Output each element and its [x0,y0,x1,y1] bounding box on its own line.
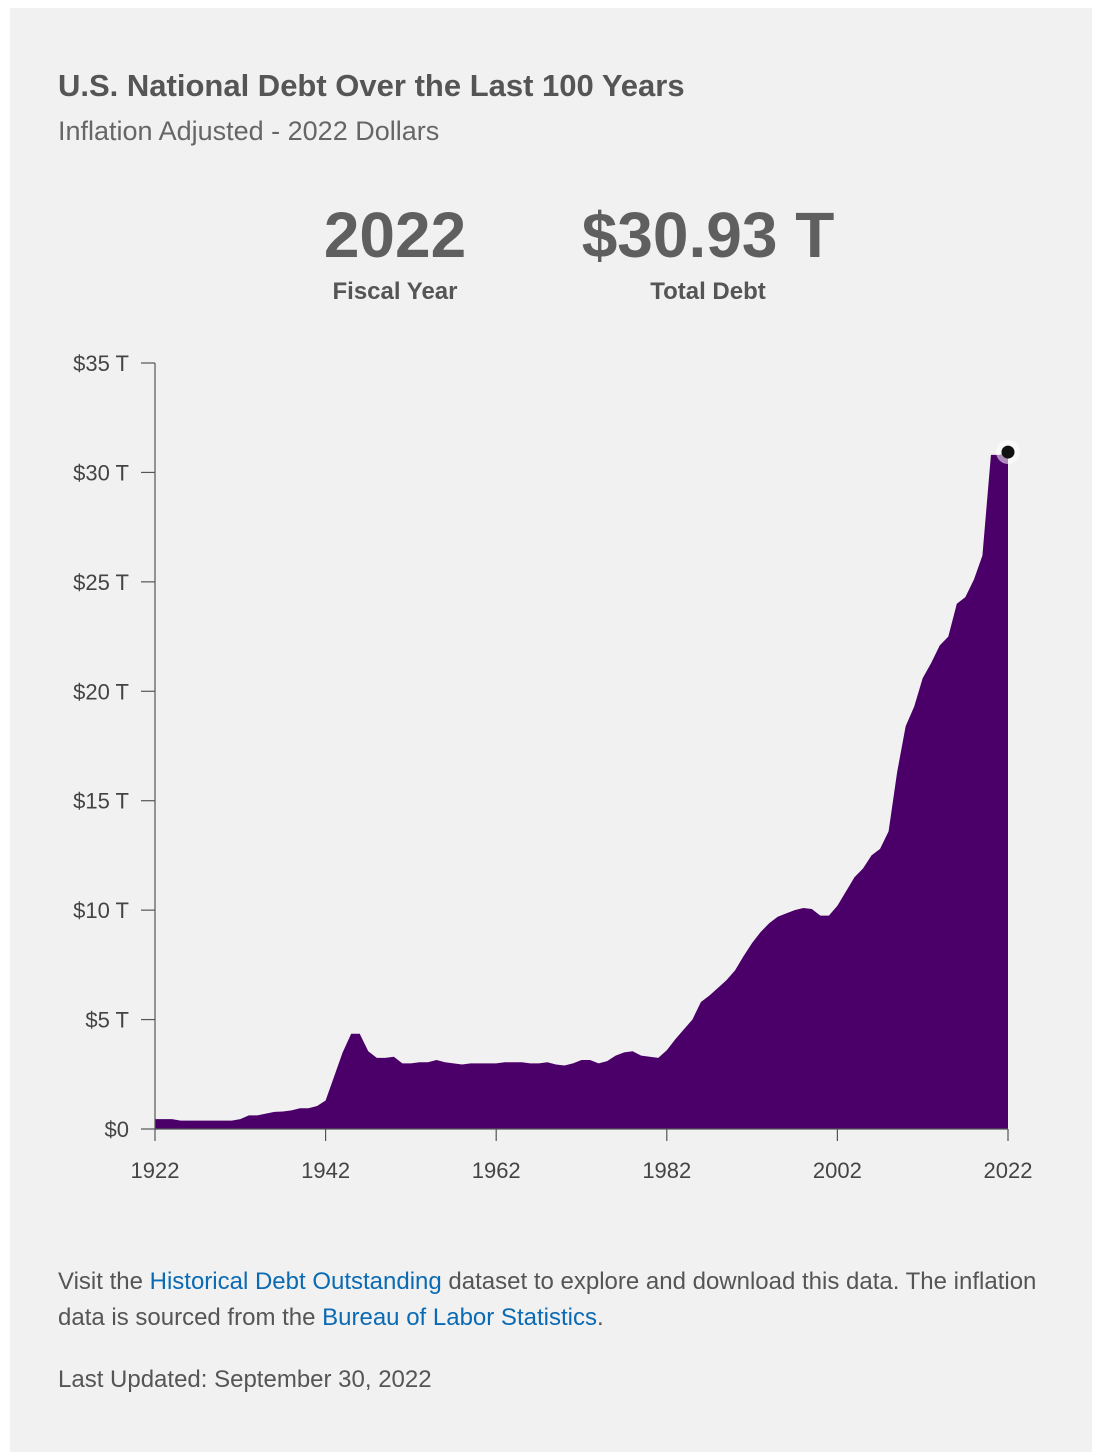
fiscal-year-label: Fiscal Year [332,278,458,305]
fiscal-year-value: 2022 [323,199,467,271]
debt-area-chart[interactable]: $0 $5 T $10 T $15 T $20 T $25 T $30 T $35 T 1922… [10,8,1092,1452]
footnote: Visit the Historical Debt Outstanding da… [58,1264,1048,1336]
chart-title: U.S. National Debt Over the Last 100 Yea… [58,68,685,103]
x-tick-label: 1982 [642,1158,691,1183]
y-tick-label: $10 T [73,898,129,923]
last-updated: Last Updated: September 30, 2022 [58,1366,432,1393]
highlight-point [1001,445,1015,459]
chart-card: U.S. National Debt Over the Last 100 Yea… [10,8,1092,1452]
x-tick-label: 2022 [984,1158,1033,1183]
y-tick-label: $0 [105,1117,129,1142]
y-tick-label: $30 T [73,460,129,485]
total-debt-value: $30.93 T [581,199,835,271]
footnote-text-1: Visit the [58,1268,150,1295]
x-tick-label: 2002 [813,1158,862,1183]
x-tick-label: 1942 [301,1158,350,1183]
historical-debt-outstanding-link[interactable]: Historical Debt Outstanding [149,1268,442,1295]
y-tick-label: $15 T [73,789,129,814]
total-debt-label: Total Debt [650,278,766,305]
debt-area-series [155,452,1008,1129]
footnote-text-2: dataset to explore and download this dat… [58,1268,1037,1331]
x-tick-label: 1922 [131,1158,180,1183]
footnote-text-3: . [596,1304,604,1331]
chart-subtitle: Inflation Adjusted - 2022 Dollars [58,116,440,146]
y-tick-label: $20 T [73,679,129,704]
bureau-of-labor-statistics-link[interactable]: Bureau of Labor Statistics [322,1304,597,1331]
x-tick-label: 1962 [472,1158,521,1183]
y-tick-label: $25 T [73,570,129,595]
y-tick-label: $5 T [85,1008,129,1033]
y-tick-label: $35 T [73,351,129,376]
